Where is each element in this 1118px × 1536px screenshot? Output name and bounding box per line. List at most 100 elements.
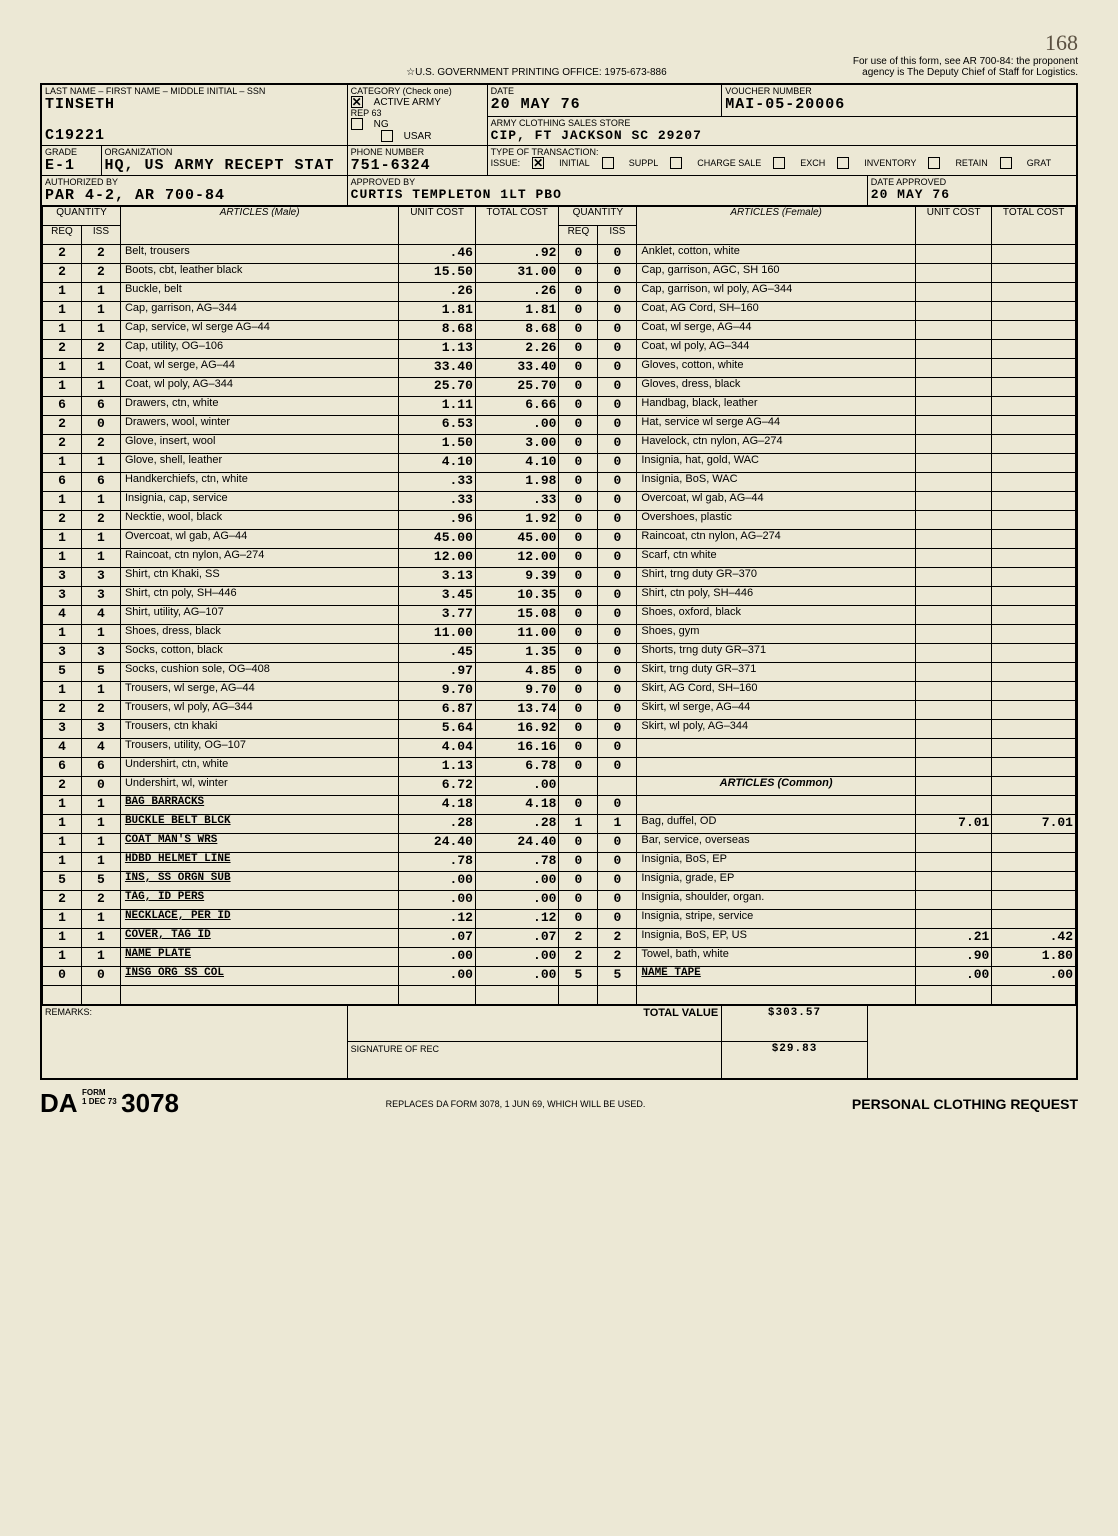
table-row: 1 1 Buckle, belt .26 .26 0 0 Cap, garris… <box>43 283 1076 302</box>
table-row: 1 1 HDBD HELMET LINE .78 .78 0 0 Insigni… <box>43 853 1076 872</box>
charge-label: CHARGE SALE <box>697 158 761 168</box>
grat-checkbox[interactable] <box>1000 157 1012 169</box>
table-row: 2 2 Trousers, wl poly, AG–344 6.87 13.74… <box>43 701 1076 720</box>
table-row: 1 1 Insignia, cap, service .33 .33 0 0 O… <box>43 492 1076 511</box>
req-header-l: REQ <box>43 226 82 245</box>
table-row: 2 2 Glove, insert, wool 1.50 3.00 0 0 Ha… <box>43 435 1076 454</box>
ssn-value: C19221 <box>45 127 344 144</box>
table-row: 4 4 Shirt, utility, AG–107 3.77 15.08 0 … <box>43 606 1076 625</box>
table-row: 1 1 Raincoat, ctn nylon, AG–274 12.00 12… <box>43 549 1076 568</box>
store-addr: CIP, FT JACKSON SC 29207 <box>491 128 1073 143</box>
type-label: TYPE OF TRANSACTION: <box>491 147 1073 157</box>
table-row: 1 1 NECKLACE, PER ID .12 .12 0 0 Insigni… <box>43 910 1076 929</box>
suppl-label: SUPPL <box>629 158 659 168</box>
handwritten-number: 168 <box>40 30 1078 56</box>
name-value: TINSETH <box>45 96 344 113</box>
issue-label: ISSUE: <box>491 158 521 168</box>
grat-label: GRAT <box>1027 158 1051 168</box>
ucost-header-r: UNIT COST <box>915 207 992 245</box>
suppl-checkbox[interactable] <box>602 157 614 169</box>
grade-label: GRADE <box>45 147 98 157</box>
table-row: 3 3 Shirt, ctn Khaki, SS 3.13 9.39 0 0 S… <box>43 568 1076 587</box>
total-value: $303.57 <box>722 1006 868 1042</box>
table-row: 0 0 INSG ORG SS COL .00 .00 5 5 NAME TAP… <box>43 967 1076 986</box>
table-row <box>43 986 1076 1005</box>
iss-header-r: ISS <box>598 226 637 245</box>
usar-checkbox[interactable] <box>381 130 393 142</box>
tcost-header-r: TOTAL COST <box>992 207 1076 245</box>
store-label: ARMY CLOTHING SALES STORE <box>491 118 1073 128</box>
table-row: 1 1 Trousers, wl serge, AG–44 9.70 9.70 … <box>43 682 1076 701</box>
articles-female-header: ARTICLES (Female) <box>730 207 822 218</box>
table-row: 3 3 Socks, cotton, black .45 1.35 0 0 Sh… <box>43 644 1076 663</box>
exch-checkbox[interactable] <box>773 157 785 169</box>
table-row: 2 2 Cap, utility, OG–106 1.13 2.26 0 0 C… <box>43 340 1076 359</box>
table-row: 1 1 NAME PLATE .00 .00 2 2 Towel, bath, … <box>43 948 1076 967</box>
remarks-label: REMARKS: <box>45 1007 344 1017</box>
total-label: TOTAL VALUE <box>347 1006 722 1042</box>
retain-checkbox[interactable] <box>928 157 940 169</box>
initial-label: INITIAL <box>559 158 590 168</box>
org-value: HQ, US ARMY RECEPT STAT <box>105 157 344 174</box>
table-row: 2 0 Undershirt, wl, winter 6.72 .00 ARTI… <box>43 777 1076 796</box>
table-row: 1 1 Overcoat, wl gab, AG–44 45.00 45.00 … <box>43 530 1076 549</box>
qty-header-l: QUANTITY <box>43 207 121 226</box>
table-row: 1 1 Glove, shell, leather 4.10 4.10 0 0 … <box>43 454 1076 473</box>
table-row: 1 1 Shoes, dress, black 11.00 11.00 0 0 … <box>43 625 1076 644</box>
table-row: 6 6 Drawers, ctn, white 1.11 6.66 0 0 Ha… <box>43 397 1076 416</box>
iss-header-l: ISS <box>81 226 120 245</box>
note-line1: For use of this form, see AR 700-84: the… <box>853 56 1078 67</box>
date-label: DATE <box>491 86 719 96</box>
form-number: DA FORM1 DEC 73 3078 <box>40 1088 179 1119</box>
table-row: 5 5 INS, SS ORGN SUB .00 .00 0 0 Insigni… <box>43 872 1076 891</box>
table-row: 2 2 TAG, ID PERS .00 .00 0 0 Insignia, s… <box>43 891 1076 910</box>
articles-male-header: ARTICLES (Male) <box>220 207 300 218</box>
table-row: 2 2 Boots, cbt, leather black 15.50 31.0… <box>43 264 1076 283</box>
table-row: 1 1 Cap, garrison, AG–344 1.81 1.81 0 0 … <box>43 302 1076 321</box>
approved-label: APPROVED BY <box>351 177 864 187</box>
table-row: 6 6 Undershirt, ctn, white 1.13 6.78 0 0 <box>43 758 1076 777</box>
form-title: PERSONAL CLOTHING REQUEST <box>852 1096 1078 1112</box>
charge-checkbox[interactable] <box>670 157 682 169</box>
sig-label: SIGNATURE OF REC <box>351 1044 439 1054</box>
auth-label: AUTHORIZED BY <box>45 177 344 187</box>
phone-value: 751-6324 <box>351 157 484 174</box>
active-army-checkbox[interactable]: ✕ <box>351 96 363 108</box>
table-row: 6 6 Handkerchiefs, ctn, white .33 1.98 0… <box>43 473 1076 492</box>
table-row: 1 1 BAG BARRACKS 4.18 4.18 0 0 <box>43 796 1076 815</box>
dateapp-label: DATE APPROVED <box>871 177 1073 187</box>
gpo-text: ☆U.S. GOVERNMENT PRINTING OFFICE: 1975-6… <box>220 67 853 78</box>
table-row: 1 1 Coat, wl serge, AG–44 33.40 33.40 0 … <box>43 359 1076 378</box>
ng-checkbox[interactable] <box>351 118 363 130</box>
phone-label: PHONE NUMBER <box>351 147 484 157</box>
total-value2: $29.83 <box>722 1042 868 1079</box>
ng-label: NG <box>374 119 389 130</box>
initial-checkbox[interactable]: ✕ <box>532 157 544 169</box>
table-row: 1 1 BUCKLE BELT BLCK .28 .28 1 1 Bag, du… <box>43 815 1076 834</box>
table-row: 4 4 Trousers, utility, OG–107 4.04 16.16… <box>43 739 1076 758</box>
tcost-header-l: TOTAL COST <box>475 207 559 245</box>
table-row: 1 1 COVER, TAG ID .07 .07 2 2 Insignia, … <box>43 929 1076 948</box>
dateapp-value: 20 MAY 76 <box>871 187 1073 202</box>
name-label: LAST NAME – FIRST NAME – MIDDLE INITIAL … <box>45 86 344 96</box>
table-row: 2 0 Drawers, wool, winter 6.53 .00 0 0 H… <box>43 416 1076 435</box>
qty-header-r: QUANTITY <box>559 207 637 226</box>
voucher-value: MAI-05-20006 <box>725 96 1073 113</box>
exch-label: EXCH <box>800 158 825 168</box>
date-value: 20 MAY 76 <box>491 96 719 113</box>
table-row: 2 2 Necktie, wool, black .96 1.92 0 0 Ov… <box>43 511 1076 530</box>
voucher-label: VOUCHER NUMBER <box>725 86 1073 96</box>
ucost-header-l: UNIT COST <box>399 207 476 245</box>
note-line2: agency is The Deputy Chief of Staff for … <box>853 67 1078 78</box>
table-row: 2 2 Belt, trousers .46 .92 0 0 Anklet, c… <box>43 245 1076 264</box>
grade-value: E-1 <box>45 157 98 174</box>
active-army-label: ACTIVE ARMY <box>374 97 441 108</box>
usar-label: USAR <box>404 131 432 142</box>
replaces-text: REPLACES DA FORM 3078, 1 JUN 69, WHICH W… <box>386 1099 646 1109</box>
retain-label: RETAIN <box>955 158 987 168</box>
org-label: ORGANIZATION <box>105 147 344 157</box>
table-row: 1 1 Coat, wl poly, AG–344 25.70 25.70 0 … <box>43 378 1076 397</box>
inventory-checkbox[interactable] <box>837 157 849 169</box>
category-label: CATEGORY (Check one) <box>351 86 484 96</box>
table-row: 3 3 Trousers, ctn khaki 5.64 16.92 0 0 S… <box>43 720 1076 739</box>
